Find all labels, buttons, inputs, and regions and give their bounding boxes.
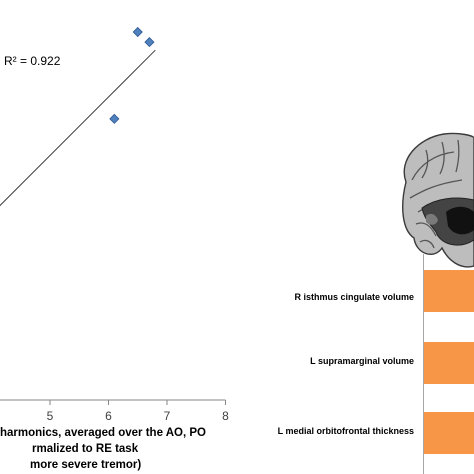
bar-r-isthmus-cingulate <box>424 270 474 312</box>
bar-label-r-isthmus-cingulate: R isthmus cingulate volume <box>294 292 414 302</box>
scatter-chart: 5 6 7 8 R² = 0.922 <box>0 26 229 423</box>
bar-l-medial-orbitofrontal <box>424 412 474 454</box>
scatter-point-2 <box>132 26 143 38</box>
r-squared-annotation: R² = 0.922 <box>4 54 61 68</box>
scatter-point-1 <box>109 113 120 124</box>
bar-label-l-medial-orbitofrontal: L medial orbitofrontal thickness <box>277 426 414 436</box>
trendline <box>0 49 156 207</box>
x-axis-title-line-2: rmalized to RE task <box>32 443 139 455</box>
x-tick-label: 8 <box>222 409 229 423</box>
x-tick-label: 5 <box>47 409 54 423</box>
x-tick-label: 7 <box>164 409 171 423</box>
bar-chart: R isthmus cingulate volume L supramargin… <box>262 254 474 474</box>
bar-l-supramarginal <box>424 342 474 384</box>
x-axis-title-line-1: harmonics, averaged over the AO, PO <box>0 427 207 439</box>
brain-icon <box>402 132 474 268</box>
x-tick-label: 6 <box>105 409 112 423</box>
x-axis-title-line-3: more severe tremor) <box>30 459 142 471</box>
bar-axis-line <box>423 254 424 474</box>
scatter-point-3 <box>144 37 155 48</box>
bar-label-l-supramarginal: L supramarginal volume <box>310 356 414 366</box>
